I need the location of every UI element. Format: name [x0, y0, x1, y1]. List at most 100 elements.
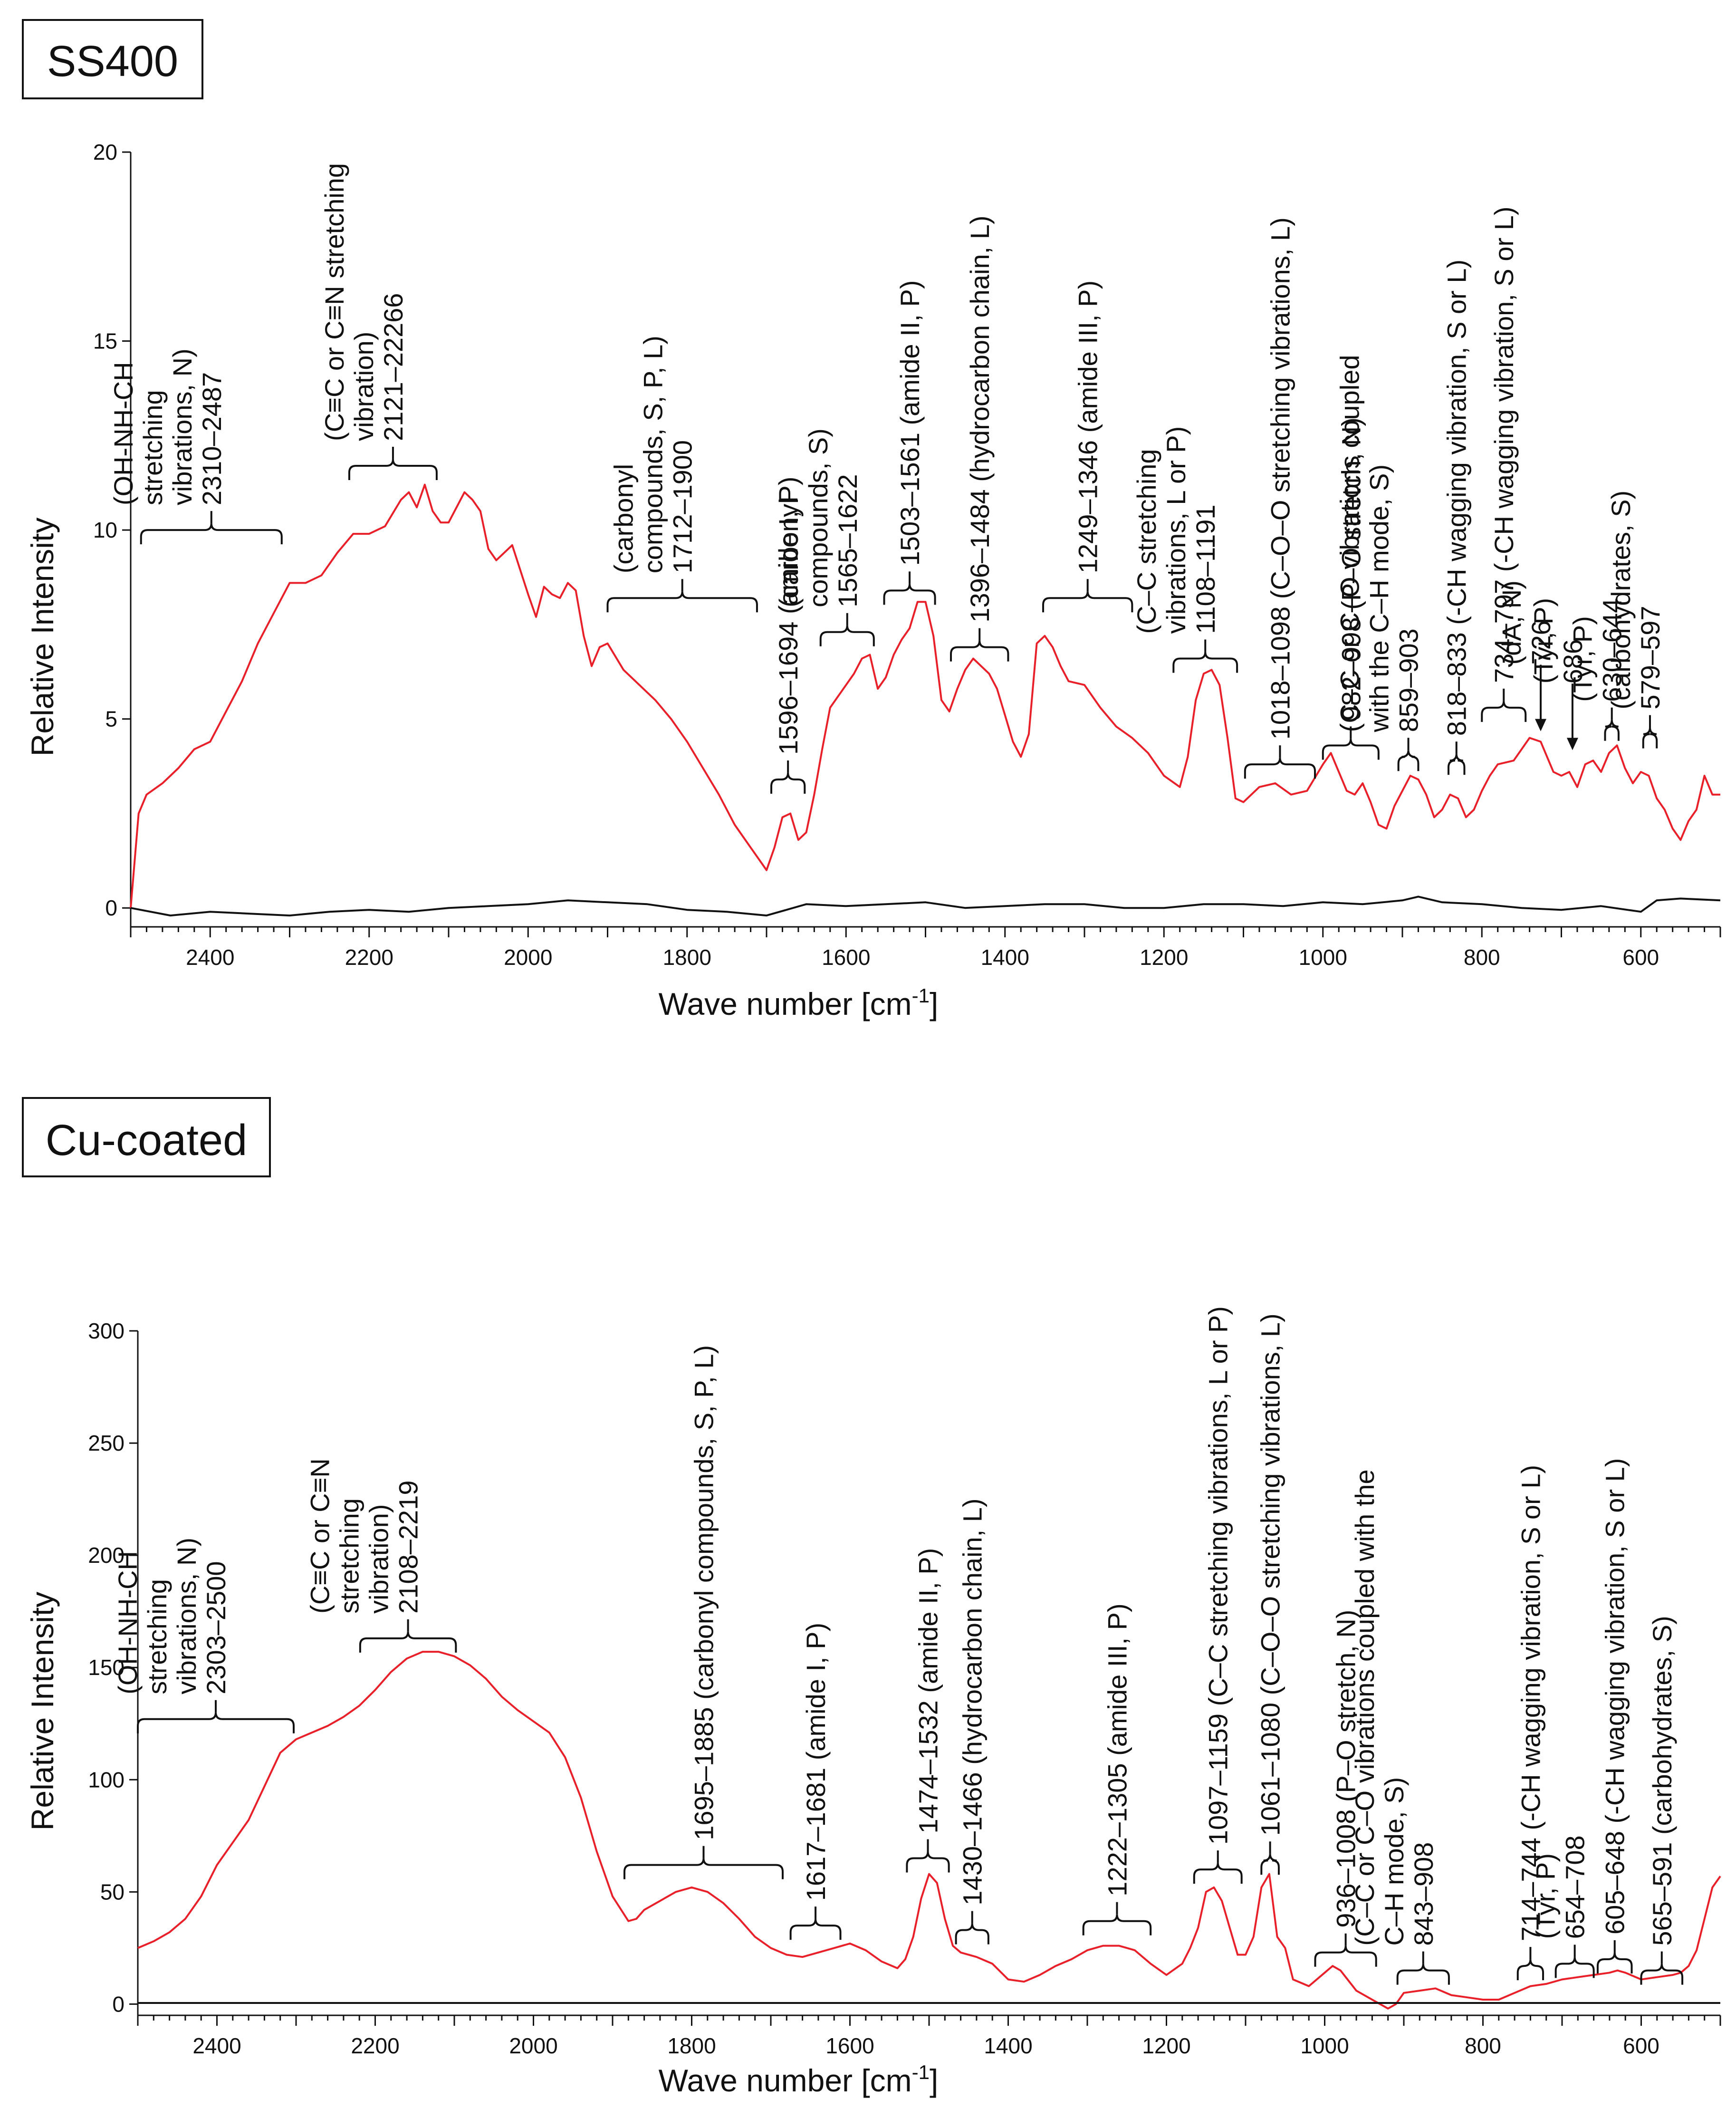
panel-label: Cu-coated	[46, 1116, 247, 1165]
peak-annotation: 1108–1191 (C–C stretching vibrations, L or…	[1132, 426, 1238, 673]
annotation-brace	[906, 1851, 950, 1873]
annotation-brace	[1448, 754, 1466, 775]
annotation-description: vibration)	[349, 332, 379, 441]
peak-annotation: 565–591 (carbohydrates, S)	[1640, 1616, 1684, 1985]
annotation-label: 1596–1694 (amide I, P)	[773, 477, 803, 755]
arrow-head	[1535, 719, 1547, 732]
annotation-brace	[137, 1712, 295, 1733]
annotation-label: 1249–1346 (amide III, P)	[1073, 280, 1103, 573]
x-tick-label: 2400	[192, 2033, 241, 2058]
y-tick-label: 300	[88, 1319, 125, 1343]
annotation-label: 843–908	[1409, 1842, 1439, 1946]
annotation-brace	[1481, 701, 1527, 722]
annotation-label: 2108–2219	[393, 1481, 423, 1614]
y-tick-label: 100	[88, 1767, 125, 1792]
annotation-label: 726	[1526, 620, 1556, 664]
peak-annotation: 818–833 (-CH wagging vibration, S or L)	[1442, 260, 1472, 775]
annotation-label: 1097–1159 (C–C stretching vibrations, L …	[1203, 1306, 1233, 1845]
x-axis-label-sup: -1	[912, 984, 930, 1007]
annotation-brace	[1042, 591, 1133, 613]
peak-annotation: 1695–1885 (carbonyl compounds, S, P, L)	[623, 1345, 784, 1879]
annotation-description: vibrations, L or P)	[1161, 426, 1191, 634]
arrow-head	[1566, 738, 1578, 751]
peak-annotation: 982–998 (P–O stretch, N)	[1322, 417, 1380, 760]
annotation-label: 734–797 (-CH wagging vibration, S or L)	[1489, 207, 1519, 683]
annotation-label: 2121–22266	[378, 293, 408, 441]
plot-area: 0 5 10 15 20 2400 2200 2000 1800 1600 1400 1200 1000…	[93, 140, 1721, 970]
x-tick-label: 1200	[1140, 945, 1188, 970]
x-axis-label: Wave number [cm-1]	[659, 2061, 939, 2098]
annotation-description: (C–C or C–O vibrations coupled with the	[1350, 1469, 1380, 1945]
x-tick-label: 600	[1622, 945, 1659, 970]
y-tick-label: 15	[93, 329, 117, 354]
annotation-description: (OH-NH-CH	[108, 362, 138, 505]
annotation-description: (Tyr, P)	[1531, 1853, 1561, 1939]
peak-annotation: 2303–2500 (OH-NH-CH stretching vibrations, …	[113, 1538, 295, 1733]
panel-cu-coated: Cu-coated 0 50 100 150 200 250 300 2400 2200 2000…	[22, 1097, 1721, 2098]
x-tick-label: 1600	[822, 945, 870, 970]
peak-annotation: 1249–1346 (amide III, P)	[1042, 280, 1133, 613]
x-tick-label: 1600	[825, 2033, 874, 2058]
x-tick-label: 1800	[663, 945, 711, 970]
annotation-description: vibrations, N)	[167, 348, 197, 505]
annotation-brace	[1314, 1945, 1377, 1967]
x-axis-label-end: ]	[930, 2063, 938, 2098]
peak-annotation: 734–797 (-CH wagging vibration, S or L)	[1481, 207, 1527, 722]
x-tick-label: 2000	[504, 945, 552, 970]
x-axis-label-end: ]	[930, 986, 938, 1021]
annotation-label: 1474–1532 (amide II, P)	[913, 1548, 943, 1834]
y-tick-label: 50	[100, 1879, 125, 1904]
annotation-description: C–H mode, S)	[1379, 1777, 1409, 1946]
annotation-label: 605–648 (-CH wagging vibration, S or L)	[1600, 1458, 1630, 1935]
y-tick-label: 0	[105, 895, 117, 920]
panel-label-box	[22, 19, 203, 99]
annotation-label: 1396–1484 (hydrocarbon chain, L)	[965, 215, 995, 622]
annotation-brace	[359, 1631, 457, 1653]
x-axis-label-main: Wave number [cm	[659, 2063, 912, 2098]
peak-annotation: 654–708(Tyr, P)	[1531, 1835, 1595, 1978]
peak-annotation: 1503–1561 (amide II, P)	[883, 280, 936, 605]
annotation-brace	[819, 625, 875, 646]
annotation-description: (C–C or C–O vibrations coupled	[1335, 355, 1365, 732]
x-tick-label: 1000	[1300, 2033, 1349, 2058]
peak-annotation: 605–648 (-CH wagging vibration, S or L)	[1596, 1458, 1633, 1974]
peak-annotation: 686(Tyr, P)	[1528, 598, 1588, 751]
annotation-label: 579–597	[1635, 606, 1665, 709]
peak-annotation: 1222–1305 (amide III, P)	[1082, 1603, 1152, 1935]
peak-annotation: 2108–2219 (C≡C or C≡N stretching vibration)	[305, 1458, 457, 1653]
annotation-brace	[1397, 750, 1419, 771]
annotation-description: stretching	[142, 1579, 172, 1694]
peak-annotation: 843–908 (C–C or C–O vibrations coupled wi…	[1350, 1469, 1450, 1985]
annotation-description: vibration)	[364, 1504, 394, 1613]
annotation-brace	[1554, 1957, 1595, 1978]
annotation-brace	[1396, 1964, 1450, 1985]
annotation-brace	[1260, 1854, 1280, 1875]
annotation-description: stretching	[335, 1498, 364, 1614]
annotation-description: (carbonyl	[609, 464, 639, 573]
annotation-brace	[1596, 1952, 1633, 1974]
y-tick-label: 20	[93, 140, 117, 164]
peak-annotation: 2121–22266 (C≡C or C≡N stretching vibratio…	[319, 163, 438, 480]
annotation-brace	[1193, 1863, 1243, 1884]
y-tick-label: 250	[88, 1431, 125, 1455]
annotation-description: (Tyr, P)	[1528, 598, 1558, 684]
annotation-label: 1018–1098 (C–O–O stretching vibrations, …	[1265, 217, 1295, 740]
x-axis-label: Wave number [cm-1]	[659, 984, 939, 1021]
spectrum-line	[137, 1651, 1721, 2010]
annotation-description: (C≡C or C≡N stretching	[319, 163, 349, 441]
peak-annotation: 1596–1694 (amide I, P)	[770, 477, 806, 794]
annotation-label: 1503–1561 (amide II, P)	[895, 280, 925, 566]
panel-label-box	[22, 1097, 271, 1177]
annotation-brace	[1516, 1959, 1544, 1981]
annotation-label: 982–998 (P–O stretch, N)	[1336, 417, 1366, 721]
annotation-label: 686	[1558, 639, 1588, 684]
annotation-label: 1430–1466 (hydrocarbon chain, L)	[958, 1498, 988, 1905]
peak-annotation: 936–1008 (P–O stretch, N)	[1314, 1610, 1377, 1967]
peak-annotation: 1396–1484 (hydrocarbon chain, L)	[950, 215, 1009, 662]
baseline-line	[130, 895, 1721, 917]
annotation-label: 1061–1080 (C–O–O stretching vibrations, …	[1256, 1313, 1285, 1836]
annotation-label: 1695–1885 (carbonyl compounds, S, P, L)	[689, 1345, 719, 1840]
peak-annotation: 1097–1159 (C–C stretching vibrations, L …	[1193, 1306, 1243, 1884]
annotation-label: 1617–1681 (amide I, P)	[801, 1623, 831, 1901]
